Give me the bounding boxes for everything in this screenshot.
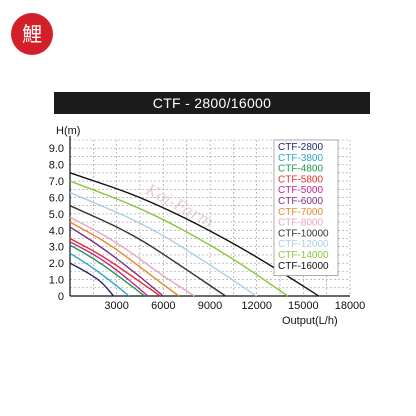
y-tick-label: 9.0 — [49, 143, 64, 155]
curve-ctf-6000 — [69, 226, 164, 297]
legend-entry: CTF-16000 — [278, 261, 329, 272]
watermark: Koi-Farm — [142, 180, 217, 232]
legend-entry: CTF-8000 — [278, 218, 323, 229]
chart-title: CTF - 2800/16000 — [54, 92, 370, 114]
legend-box — [273, 139, 339, 276]
x-tick-label: 12000 — [241, 300, 272, 312]
x-tick-label: 3000 — [104, 300, 128, 312]
legend-entry: CTF-12000 — [278, 239, 329, 250]
y-tick-label: 2.0 — [49, 258, 64, 270]
legend-entry: CTF-7000 — [278, 207, 323, 218]
legend-entry: CTF-5800 — [278, 174, 323, 185]
curve-ctf-12000 — [69, 191, 258, 297]
x-axis-label: Output(L/h) — [282, 315, 338, 327]
x-tick-label: 18000 — [335, 300, 366, 312]
curve-ctf-7000 — [69, 221, 180, 297]
koi-logo: 鯉 — [11, 13, 53, 55]
y-tick-label: 5.0 — [49, 209, 64, 221]
y-tick-label: 8.0 — [49, 160, 64, 172]
curve-ctf-5800 — [69, 237, 161, 297]
legend-entry: CTF-5000 — [278, 185, 323, 196]
y-tick-label: 6.0 — [49, 192, 64, 204]
legend: CTF-2800CTF-3800CTF-4800CTF-5800CTF-5000… — [273, 139, 339, 276]
x-tick-label: 9000 — [198, 300, 222, 312]
curve-ctf-4800 — [69, 244, 146, 297]
y-tick-label: 7.0 — [49, 176, 64, 188]
legend-entry: CTF-14000 — [278, 250, 329, 261]
curve-ctf-8000 — [69, 216, 195, 297]
chart-axes: 0 1.0 2.0 3.0 4.0 5.0 6.0 7.0 8.0 9.0 3000 6000 9000… — [49, 136, 366, 312]
curve-ctf-3800 — [69, 252, 130, 297]
y-tick-label: 3.0 — [49, 242, 64, 254]
legend-entry: CTF-10000 — [278, 228, 329, 239]
curve-ctf-2800 — [69, 262, 115, 297]
curve-ctf-10000 — [69, 205, 226, 297]
x-tick-label: 15000 — [288, 300, 319, 312]
curve-ctf-16000 — [69, 172, 320, 297]
y-tick-label: 1.0 — [49, 275, 64, 287]
y-tick-label: 0 — [58, 291, 64, 303]
x-tick-label: 6000 — [151, 300, 175, 312]
legend-entry: CTF-6000 — [278, 196, 323, 207]
legend-entry: CTF-2800 — [278, 142, 323, 153]
pump-curves — [69, 172, 320, 297]
curve-ctf-5000 — [69, 241, 149, 297]
y-tick-label: 4.0 — [49, 225, 64, 237]
legend-entry: CTF-3800 — [278, 153, 323, 164]
y-axis-label: H(m) — [56, 125, 80, 137]
curve-ctf-14000 — [69, 180, 289, 297]
legend-entry: CTF-4800 — [278, 164, 323, 175]
logo-glyph: 鯉 — [22, 22, 42, 46]
